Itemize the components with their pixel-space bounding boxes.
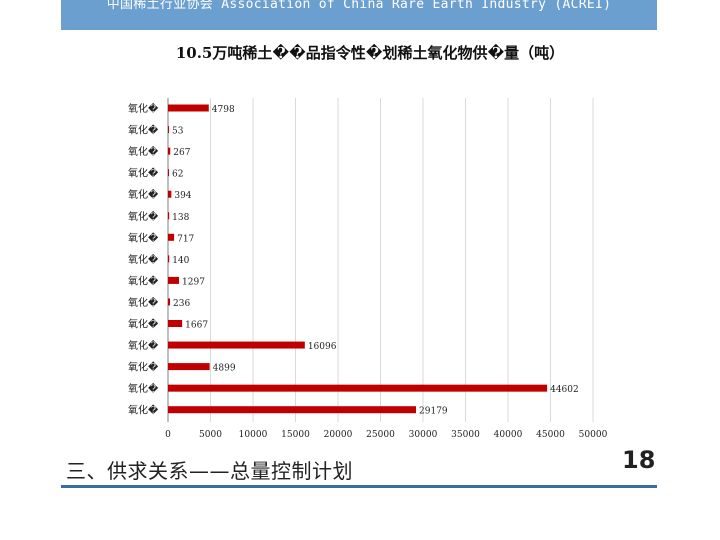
x-tick-label: 35000: [451, 430, 480, 440]
category-label: 氧化�: [128, 274, 159, 287]
data-label: 1297: [182, 277, 205, 287]
header-band: 中国稀土行业协会 Association of China Rare Earth…: [61, 0, 657, 30]
x-tick-label: 30000: [409, 430, 438, 440]
bar: [168, 190, 172, 198]
category-label: 氧化�: [128, 231, 159, 244]
data-label: 16096: [308, 342, 337, 352]
data-label: 29179: [419, 407, 448, 417]
data-label: 267: [173, 148, 190, 158]
data-label: 394: [174, 191, 191, 201]
x-tick-label: 40000: [494, 430, 523, 440]
data-label: 62: [172, 170, 183, 180]
category-label: 氧化�: [128, 188, 159, 201]
header-title: 中国稀土行业协会 Association of China Rare Earth…: [106, 0, 612, 12]
x-tick-label: 15000: [281, 430, 310, 440]
chart-title: 10.5万吨稀土��品指令性�划稀土氧化物供�量（吨）: [175, 44, 565, 62]
data-label: 236: [173, 299, 190, 309]
data-label: 4899: [213, 364, 236, 374]
category-label: 氧化�: [128, 382, 159, 395]
category-label: 氧化�: [128, 361, 159, 374]
bar: [168, 406, 417, 414]
footer-rule: [61, 485, 657, 488]
x-tick-label: 20000: [324, 430, 353, 440]
x-tick-label: 10000: [239, 430, 268, 440]
category-label: 氧化�: [128, 318, 159, 331]
data-label: 4798: [212, 105, 235, 115]
category-label: 氧化�: [128, 339, 159, 352]
category-label: 氧化�: [128, 296, 159, 309]
bar: [168, 104, 209, 112]
bar: [168, 233, 175, 241]
category-label: 氧化�: [128, 404, 159, 417]
bar: [168, 255, 170, 263]
data-label: 1667: [185, 321, 208, 331]
data-label: 44602: [550, 385, 579, 395]
data-label: 138: [172, 213, 189, 223]
category-label: 氧化�: [128, 102, 159, 115]
x-tick-label: 25000: [366, 430, 395, 440]
page-number: 18: [622, 446, 656, 474]
bar: [168, 212, 170, 220]
bar: [168, 363, 210, 371]
slide-section-title: 三、供求关系——总量控制计划: [66, 459, 353, 483]
data-label: 53: [172, 127, 184, 137]
bar: [168, 169, 169, 177]
category-label: 氧化�: [128, 124, 159, 137]
category-label: 氧化�: [128, 145, 159, 158]
data-label: 717: [177, 234, 194, 244]
bar: [168, 147, 171, 155]
bar: [168, 126, 169, 134]
x-tick-label: 45000: [536, 430, 565, 440]
category-label: 氧化�: [128, 210, 159, 223]
bar: [168, 298, 171, 306]
data-label: 140: [172, 256, 189, 266]
x-tick-label: 0: [165, 430, 171, 440]
category-label: 氧化�: [128, 253, 159, 266]
x-tick-label: 50000: [579, 430, 608, 440]
category-label: 氧化�: [128, 167, 159, 180]
bar: [168, 320, 183, 327]
bar: [168, 276, 180, 284]
bar: [168, 384, 548, 392]
bar: [168, 341, 305, 349]
x-tick-label: 5000: [199, 430, 222, 440]
